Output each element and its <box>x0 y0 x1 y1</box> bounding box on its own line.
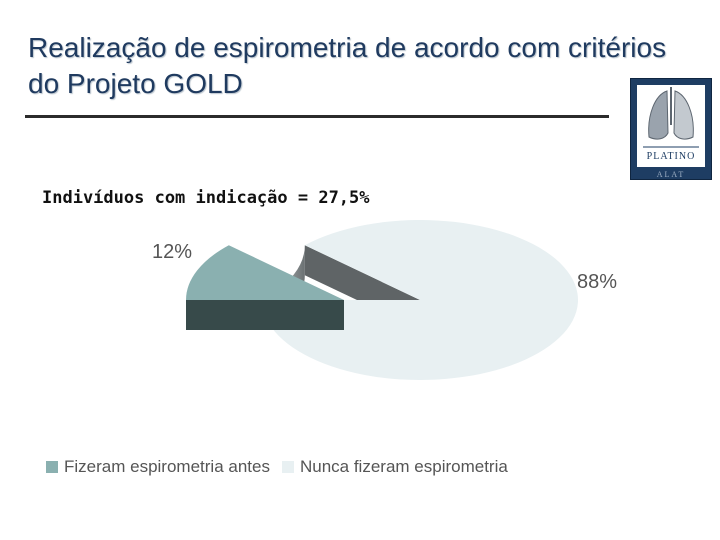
legend-item-nunca: Nunca fizeram espirometria <box>281 457 508 477</box>
logo-text: PLATINO <box>647 151 696 162</box>
slice-nunca <box>262 220 578 381</box>
title-divider <box>25 115 609 118</box>
legend-label-nunca: Nunca fizeram espirometria <box>299 457 508 476</box>
logo-subtext: ALAT <box>657 170 685 179</box>
chart-legend: Fizeram espirometria antes Nunca fizeram… <box>46 457 520 477</box>
chart-subtitle: Indivíduos com indicação = 27,5% <box>42 188 370 208</box>
lungs-icon: PLATINO <box>643 87 699 162</box>
legend-item-antes: Fizeram espirometria antes <box>46 457 270 477</box>
slice-antes <box>186 245 344 300</box>
slice-label-antes: 12% <box>152 241 192 263</box>
legend-label-antes: Fizeram espirometria antes <box>64 457 270 476</box>
slice-wall-antes <box>186 300 344 330</box>
legend-swatch-nunca <box>281 461 294 473</box>
slide-title: Realização de espirometria de acordo com… <box>28 32 667 99</box>
logo-panel: PLATINO <box>637 85 705 167</box>
slice-label-nunca: 88% <box>577 271 617 293</box>
platino-logo: PLATINO ALAT <box>630 78 712 180</box>
legend-swatch-antes <box>46 461 58 473</box>
